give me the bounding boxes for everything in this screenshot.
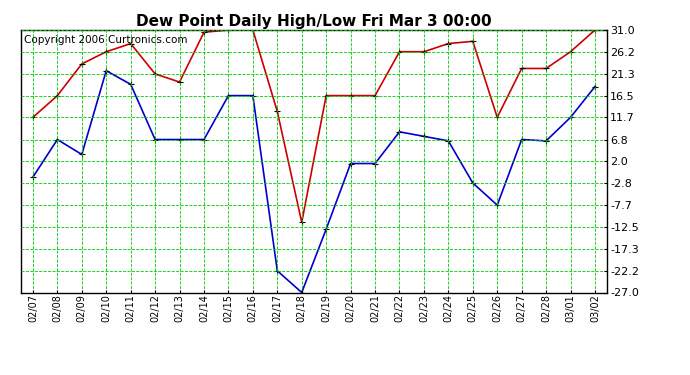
- Text: Copyright 2006 Curtronics.com: Copyright 2006 Curtronics.com: [23, 35, 187, 45]
- Title: Dew Point Daily High/Low Fri Mar 3 00:00: Dew Point Daily High/Low Fri Mar 3 00:00: [136, 14, 492, 29]
